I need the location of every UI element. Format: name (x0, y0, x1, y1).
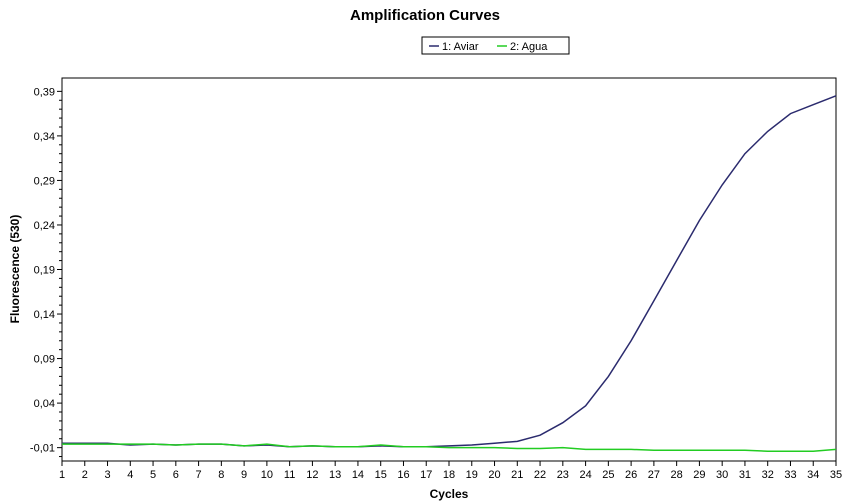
y-tick-label: 0,34 (34, 131, 55, 143)
x-tick-label: 12 (306, 469, 318, 481)
x-tick-label: 20 (488, 469, 500, 481)
y-tick-label: 0,29 (34, 175, 55, 187)
x-tick-label: 25 (602, 469, 614, 481)
x-tick-label: 14 (352, 469, 364, 481)
x-tick-label: 9 (241, 469, 247, 481)
x-tick-label: 8 (218, 469, 224, 481)
x-tick-label: 3 (104, 469, 110, 481)
y-tick-label: 0,04 (34, 398, 55, 410)
series-line-2 (62, 443, 837, 452)
x-tick-label: 30 (716, 469, 728, 481)
y-tick-label: 0,19 (34, 265, 55, 277)
y-tick-label: -0,01 (30, 443, 55, 455)
x-tick-label: 23 (557, 469, 569, 481)
legend-label-2: 2: Agua (510, 41, 548, 53)
x-tick-label: 27 (648, 469, 660, 481)
x-tick-label: 6 (173, 469, 179, 481)
plot-area (61, 77, 837, 462)
y-tick-label: 0,09 (34, 354, 55, 366)
x-tick-label: 4 (127, 469, 133, 481)
x-tick-label: 24 (579, 469, 591, 481)
x-tick-label: 11 (284, 469, 295, 481)
x-tick-label: 22 (534, 469, 546, 481)
x-tick-label: 13 (329, 469, 341, 481)
x-axis: 1 2 3 4 5 6 7 8 9 10 11 12 13 14 15 16 17 18 19 20 21 22 23 24 2… (59, 461, 842, 481)
x-axis-label: Cycles (430, 487, 469, 501)
x-tick-label: 16 (397, 469, 409, 481)
x-tick-label: 1 (59, 469, 65, 481)
x-tick-label: 15 (375, 469, 387, 481)
x-tick-label: 10 (261, 469, 273, 481)
legend-label-1: 1: Aviar (442, 41, 479, 53)
y-tick-label: 0,39 (34, 86, 55, 98)
x-tick-label: 21 (511, 469, 523, 481)
chart-title: Amplification Curves (350, 7, 500, 24)
x-tick-label: 19 (466, 469, 478, 481)
series-lines (62, 95, 837, 452)
x-tick-label: 5 (150, 469, 156, 481)
x-tick-label: 28 (671, 469, 683, 481)
x-tick-label: 26 (625, 469, 637, 481)
x-tick-label: 7 (196, 469, 202, 481)
x-tick-label: 2 (82, 469, 88, 481)
legend-box (421, 36, 570, 55)
x-tick-label: 29 (693, 469, 705, 481)
x-tick-label: 34 (807, 469, 819, 481)
legend: 1: Aviar 2: Agua (421, 36, 570, 55)
x-tick-label: 17 (420, 469, 432, 481)
y-axis-label: Fluorescence (530) (8, 215, 22, 324)
y-axis: -0,01 0,04 0,09 0,14 0,19 0,24 0,29 0,34 0,39 (30, 86, 62, 458)
x-tick-label: 32 (762, 469, 774, 481)
x-tick-label: 35 (830, 469, 842, 481)
y-tick-label: 0,24 (34, 220, 55, 232)
x-tick-label: 31 (739, 469, 751, 481)
y-tick-label: 0,14 (34, 309, 55, 321)
x-tick-label: 33 (784, 469, 796, 481)
x-tick-label: 18 (443, 469, 455, 481)
